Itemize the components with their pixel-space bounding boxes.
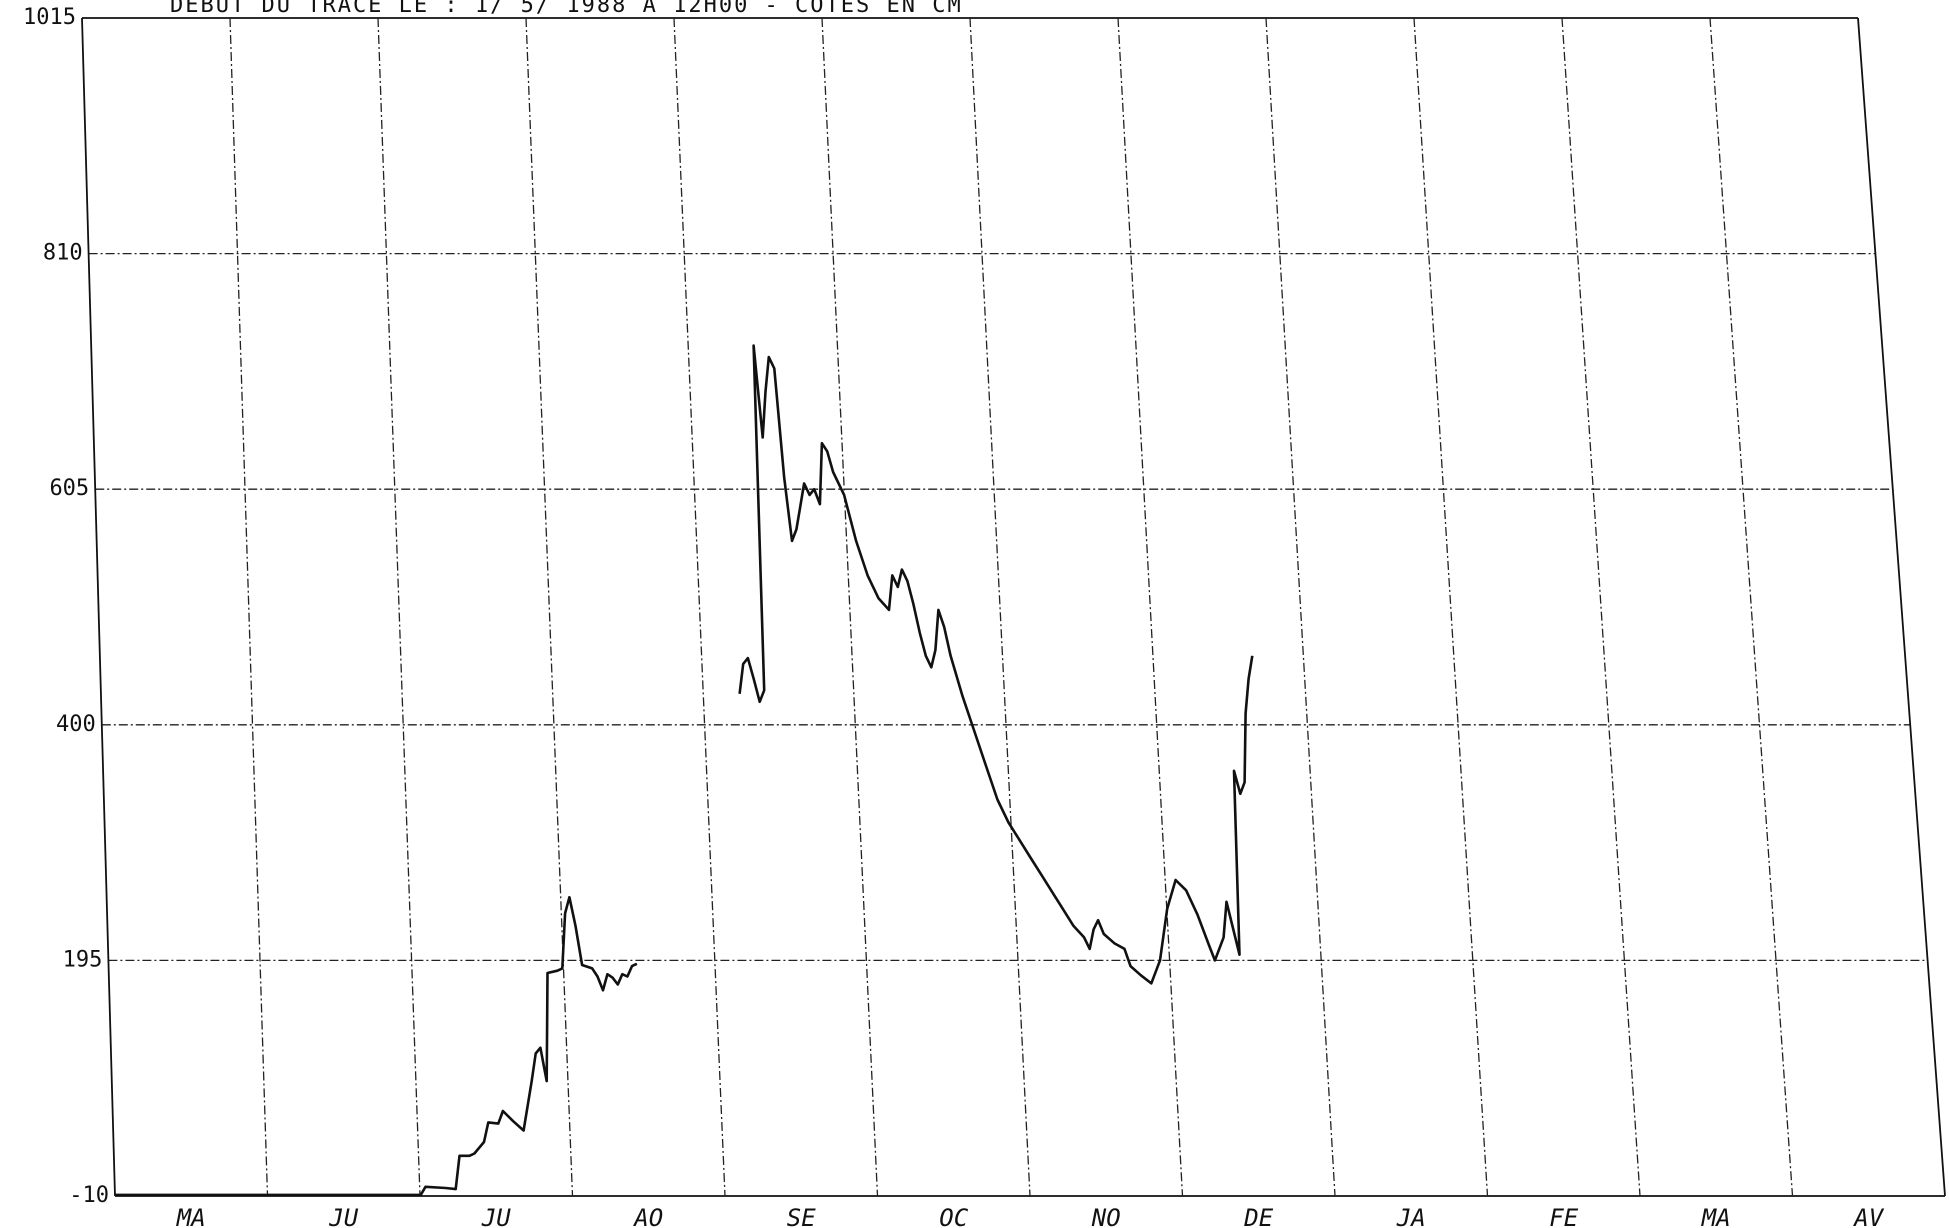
grid-vline: [1117, 17, 1184, 1197]
x-axis: MA JU JU AO SE OC NO DE JA FE MA AV: [176, 1204, 1885, 1228]
month-label: SE: [787, 1204, 816, 1228]
grid-vline: [673, 17, 726, 1197]
grid-vline: [1413, 17, 1489, 1197]
grid-vline: [969, 17, 1031, 1197]
month-label: JU: [481, 1204, 511, 1228]
month-label: DE: [1243, 1204, 1273, 1228]
y-tick-label: 605: [49, 476, 89, 501]
month-label: JA: [1396, 1204, 1426, 1228]
grid-vline: [821, 17, 879, 1197]
y-tick-label: 810: [43, 241, 83, 266]
month-label: AV: [1852, 1204, 1884, 1228]
y-tick-label: -10: [69, 1183, 109, 1208]
grid-vline: [525, 17, 574, 1197]
month-label: MA: [1701, 1204, 1731, 1228]
grid-vline: [1857, 17, 1946, 1197]
month-label: NO: [1091, 1204, 1121, 1228]
grid-vline: [377, 17, 421, 1197]
month-label: AO: [632, 1204, 663, 1228]
chart-title: DEBUT DU TRACE LE : 1/ 5/ 1988 A 12H00 -…: [170, 0, 963, 18]
y-tick-label: 195: [63, 947, 103, 972]
month-label: FE: [1549, 1204, 1578, 1228]
grid-vline: [1709, 17, 1794, 1197]
series: [115, 344, 1254, 1197]
y-axis: 1015 810 605 400 195 -10: [23, 5, 109, 1208]
y-tick-label: 1015: [23, 5, 76, 30]
grid: [81, 17, 1946, 1197]
grid-vline: [1561, 17, 1641, 1197]
month-label: MA: [176, 1204, 206, 1228]
series-line: [738, 344, 1254, 985]
grid-vline: [229, 17, 269, 1197]
grid-vline: [81, 17, 116, 1197]
grid-vline: [1265, 17, 1336, 1197]
month-label: OC: [939, 1204, 968, 1228]
series-line: [115, 895, 638, 1197]
month-label: JU: [328, 1204, 358, 1228]
y-tick-label: 400: [56, 712, 96, 737]
